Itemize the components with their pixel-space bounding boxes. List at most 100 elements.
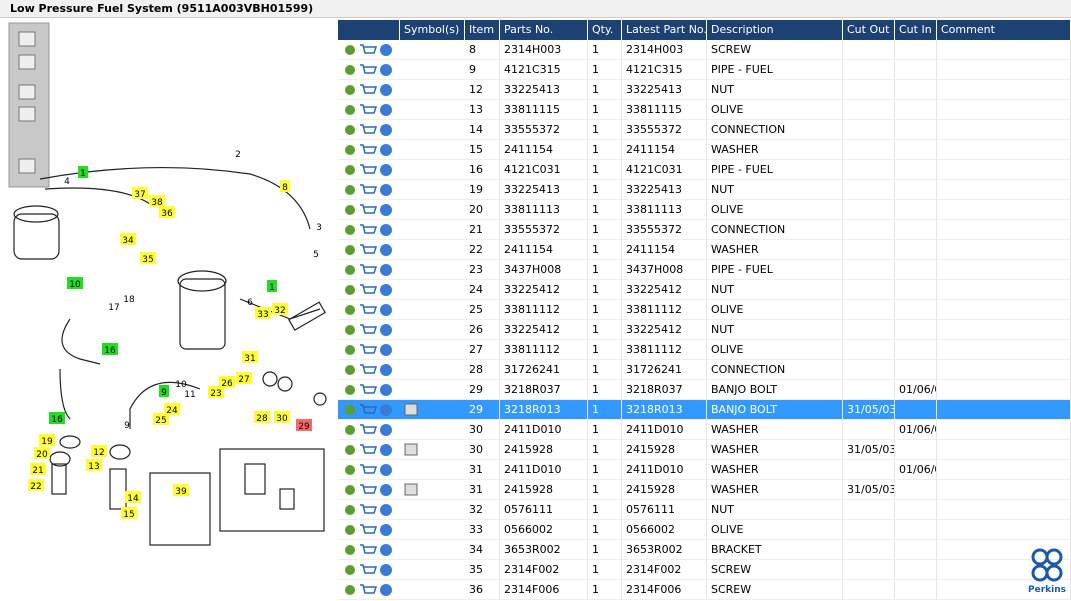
table-row[interactable]: 26 33225412 1 33225412 NUT xyxy=(338,320,1071,340)
table-row[interactable]: 28 31726241 1 31726241 CONNECTION xyxy=(338,360,1071,380)
table-cell: 31726241 xyxy=(500,360,588,379)
table-row[interactable]: 24 33225412 1 33225412 NUT xyxy=(338,280,1071,300)
table-row[interactable]: 35 2314F002 1 2314F002 SCREW xyxy=(338,560,1071,580)
table-cell: 1 xyxy=(588,240,622,259)
row-icons[interactable] xyxy=(338,200,398,220)
logo-mark xyxy=(1031,548,1063,582)
table-row[interactable]: 31 2415928 1 2415928 WASHER 31/05/03 xyxy=(338,480,1071,500)
row-icons[interactable] xyxy=(338,480,398,500)
table-row[interactable]: 15 2411154 1 2411154 WASHER xyxy=(338,140,1071,160)
table-cell xyxy=(895,360,937,379)
table-cell: WASHER xyxy=(707,240,843,259)
table-row[interactable]: 16 4121C031 1 4121C031 PIPE - FUEL xyxy=(338,160,1071,180)
table-cell: NUT xyxy=(707,320,843,339)
table-cell xyxy=(843,260,895,279)
row-icons[interactable] xyxy=(338,100,398,120)
table-row[interactable]: 32 0576111 1 0576111 NUT xyxy=(338,500,1071,520)
callout-box xyxy=(39,434,55,446)
row-icons[interactable] xyxy=(338,60,398,80)
row-icons[interactable] xyxy=(338,280,398,300)
table-row[interactable]: 12 33225413 1 33225413 NUT xyxy=(338,80,1071,100)
cart-icon xyxy=(360,204,378,214)
table-row[interactable]: 36 2314F006 1 2314F006 SCREW xyxy=(338,580,1071,600)
table-cell xyxy=(895,40,937,59)
table-cell: 33225413 xyxy=(500,80,588,99)
table-cell xyxy=(937,280,1071,299)
gear-icon xyxy=(345,565,355,575)
table-row[interactable]: 34 3653R002 1 3653R002 BRACKET xyxy=(338,540,1071,560)
row-icons[interactable] xyxy=(338,40,398,60)
table-cell: 2314F002 xyxy=(500,560,588,579)
table-row[interactable]: 23 3437H008 1 3437H008 PIPE - FUEL xyxy=(338,260,1071,280)
row-icons[interactable] xyxy=(338,260,398,280)
row-icons[interactable] xyxy=(338,420,398,440)
cart-icon xyxy=(360,284,378,294)
row-icons[interactable] xyxy=(338,520,398,540)
gear-icon xyxy=(345,485,355,495)
gear-icon xyxy=(345,425,355,435)
row-icons[interactable] xyxy=(338,320,398,340)
table-row[interactable]: 25 33811112 1 33811112 OLIVE xyxy=(338,300,1071,320)
row-icons[interactable] xyxy=(338,180,398,200)
row-icons[interactable] xyxy=(338,140,398,160)
table-row[interactable]: 20 33811113 1 33811113 OLIVE xyxy=(338,200,1071,220)
row-icons[interactable] xyxy=(338,240,398,260)
info-icon xyxy=(380,404,392,416)
row-icons[interactable] xyxy=(338,80,398,100)
table-row[interactable]: 13 33811115 1 33811115 OLIVE xyxy=(338,100,1071,120)
gear-icon xyxy=(345,145,355,155)
table-cell: 2411D010 xyxy=(622,420,707,439)
callout-label: 2 xyxy=(235,150,241,160)
callout-box xyxy=(280,180,290,192)
cart-icon xyxy=(360,444,378,454)
cart-icon xyxy=(360,404,378,414)
table-cell: BANJO BOLT xyxy=(707,380,843,399)
callout-label: 3 xyxy=(316,223,322,233)
table-cell: 33555372 xyxy=(622,220,707,239)
info-icon xyxy=(380,384,392,396)
table-row[interactable]: 30 2415928 1 2415928 WASHER 31/05/03 xyxy=(338,440,1071,460)
table-row[interactable]: 22 2411154 1 2411154 WASHER xyxy=(338,240,1071,260)
cart-icon xyxy=(360,244,378,254)
symbol-shape xyxy=(404,403,418,416)
row-icons[interactable] xyxy=(338,160,398,180)
callout-label: 27 xyxy=(238,375,249,385)
table-cell xyxy=(843,380,895,399)
table-row[interactable]: 19 33225413 1 33225413 NUT xyxy=(338,180,1071,200)
table-row[interactable]: 9 4121C315 1 4121C315 PIPE - FUEL xyxy=(338,60,1071,80)
table-row[interactable]: 33 0566002 1 0566002 OLIVE xyxy=(338,520,1071,540)
table-cell: 1 xyxy=(588,100,622,119)
table-cell: 2314H003 xyxy=(622,40,707,59)
table-cell: 33225413 xyxy=(622,80,707,99)
table-row[interactable]: 29 3218R013 1 3218R013 BANJO BOLT 31/05/03 xyxy=(338,400,1071,420)
row-icons[interactable] xyxy=(338,300,398,320)
row-icons[interactable] xyxy=(338,340,398,360)
table-row[interactable]: 14 33555372 1 33555372 CONNECTION xyxy=(338,120,1071,140)
gear-icon xyxy=(345,505,355,515)
toolbar-buttons[interactable] xyxy=(18,31,36,174)
row-icons[interactable] xyxy=(338,580,398,600)
header-cell: Symbol(s) xyxy=(400,20,465,40)
cart-icon xyxy=(360,504,378,514)
table-cell: 1 xyxy=(588,580,622,599)
table-cell: 4121C315 xyxy=(622,60,707,79)
table-row[interactable]: 8 2314H003 1 2314H003 SCREW xyxy=(338,40,1071,60)
row-icons[interactable] xyxy=(338,360,398,380)
header-cell: Latest Part No. xyxy=(622,20,707,40)
row-icons[interactable] xyxy=(338,380,398,400)
row-icons[interactable] xyxy=(338,400,398,420)
table-cell xyxy=(895,120,937,139)
row-icons[interactable] xyxy=(338,540,398,560)
row-icons[interactable] xyxy=(338,220,398,240)
table-row[interactable]: 21 33555372 1 33555372 CONNECTION xyxy=(338,220,1071,240)
row-icons[interactable] xyxy=(338,560,398,580)
table-cell: 33225412 xyxy=(500,280,588,299)
row-icons[interactable] xyxy=(338,460,398,480)
table-row[interactable]: 27 33811112 1 33811112 OLIVE xyxy=(338,340,1071,360)
row-icons[interactable] xyxy=(338,440,398,460)
row-icons[interactable] xyxy=(338,500,398,520)
row-icons[interactable] xyxy=(338,120,398,140)
